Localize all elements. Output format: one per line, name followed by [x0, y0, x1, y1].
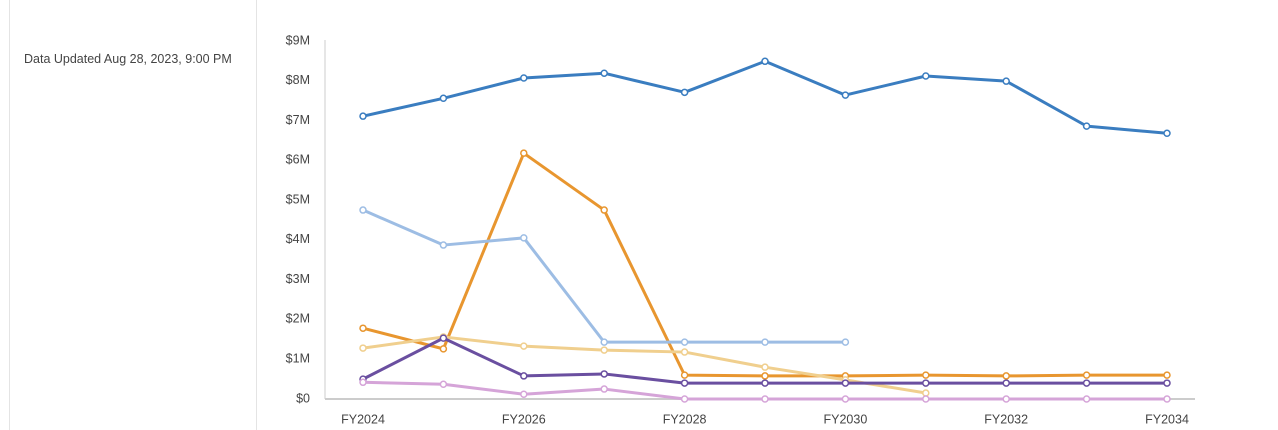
data-point [761, 57, 769, 66]
data-point [680, 379, 689, 387]
x-tick-label: FY2024 [341, 412, 385, 426]
data-point [1163, 129, 1171, 138]
x-tick-label: FY2030 [824, 412, 868, 426]
data-point [359, 324, 367, 332]
data-point [680, 338, 689, 346]
data-point [680, 371, 689, 379]
series-line [362, 59, 1168, 135]
data-point [841, 395, 850, 403]
data-point [359, 344, 367, 352]
data-point [841, 379, 850, 387]
data-point [841, 91, 850, 99]
data-point [1163, 371, 1171, 379]
data-point [520, 149, 528, 157]
data-point [520, 74, 528, 82]
data-point [439, 380, 448, 389]
y-tick-label: $3M [286, 272, 310, 286]
x-tick-label: FY2028 [663, 412, 707, 426]
y-tick-label: $6M [286, 153, 310, 167]
data-point [600, 370, 608, 378]
y-tick-label: $1M [286, 352, 310, 366]
data-point [1082, 371, 1091, 379]
data-point [922, 72, 930, 80]
data-point [922, 371, 930, 379]
y-tick-label: $7M [286, 113, 310, 127]
data-point [439, 241, 448, 249]
data-point [1002, 77, 1010, 85]
data-point [520, 372, 528, 380]
y-tick-label: $9M [286, 33, 310, 47]
data-point [1082, 379, 1091, 387]
data-point [439, 334, 448, 342]
data-point [922, 389, 930, 397]
y-tick-label: $5M [286, 192, 310, 206]
data-point [600, 338, 608, 346]
y-tick-label: $8M [286, 73, 310, 87]
data-point [600, 206, 608, 214]
data-point [1163, 379, 1171, 387]
data-point [761, 363, 769, 371]
data-point [439, 345, 448, 353]
series-line [362, 208, 846, 344]
data-point [439, 94, 448, 103]
data-point [1082, 395, 1091, 403]
data-point [841, 338, 850, 346]
y-tick-label: $0 [296, 391, 310, 405]
data-point [1002, 395, 1010, 403]
data-point [520, 234, 528, 242]
data-point [1002, 379, 1010, 387]
data-point [680, 395, 689, 403]
data-point [922, 395, 930, 403]
data-point [922, 379, 930, 387]
data-point [600, 346, 608, 354]
data-point [359, 378, 367, 387]
x-tick-label: FY2032 [984, 412, 1028, 426]
data-point [520, 342, 528, 350]
y-tick-label: $2M [286, 312, 310, 326]
data-point [761, 379, 769, 387]
data-point [680, 348, 689, 356]
data-point [520, 390, 528, 398]
data-point [600, 385, 608, 393]
updated-text: Data Updated Aug 28, 2023, 9:00 PM [24, 52, 232, 66]
data-point [1163, 395, 1171, 403]
data-point [761, 338, 769, 346]
series-line [362, 335, 927, 395]
data-point [359, 206, 367, 214]
x-tick-label: FY2034 [1145, 412, 1189, 426]
x-tick-label: FY2026 [502, 412, 546, 426]
data-point [600, 69, 608, 77]
data-point [680, 88, 689, 97]
y-tick-label: $4M [286, 232, 310, 246]
data-point [761, 395, 769, 403]
data-point [761, 372, 769, 380]
side-panel [9, 0, 257, 430]
data-point [359, 112, 367, 120]
data-point [1082, 122, 1091, 130]
data-point [1002, 372, 1010, 380]
